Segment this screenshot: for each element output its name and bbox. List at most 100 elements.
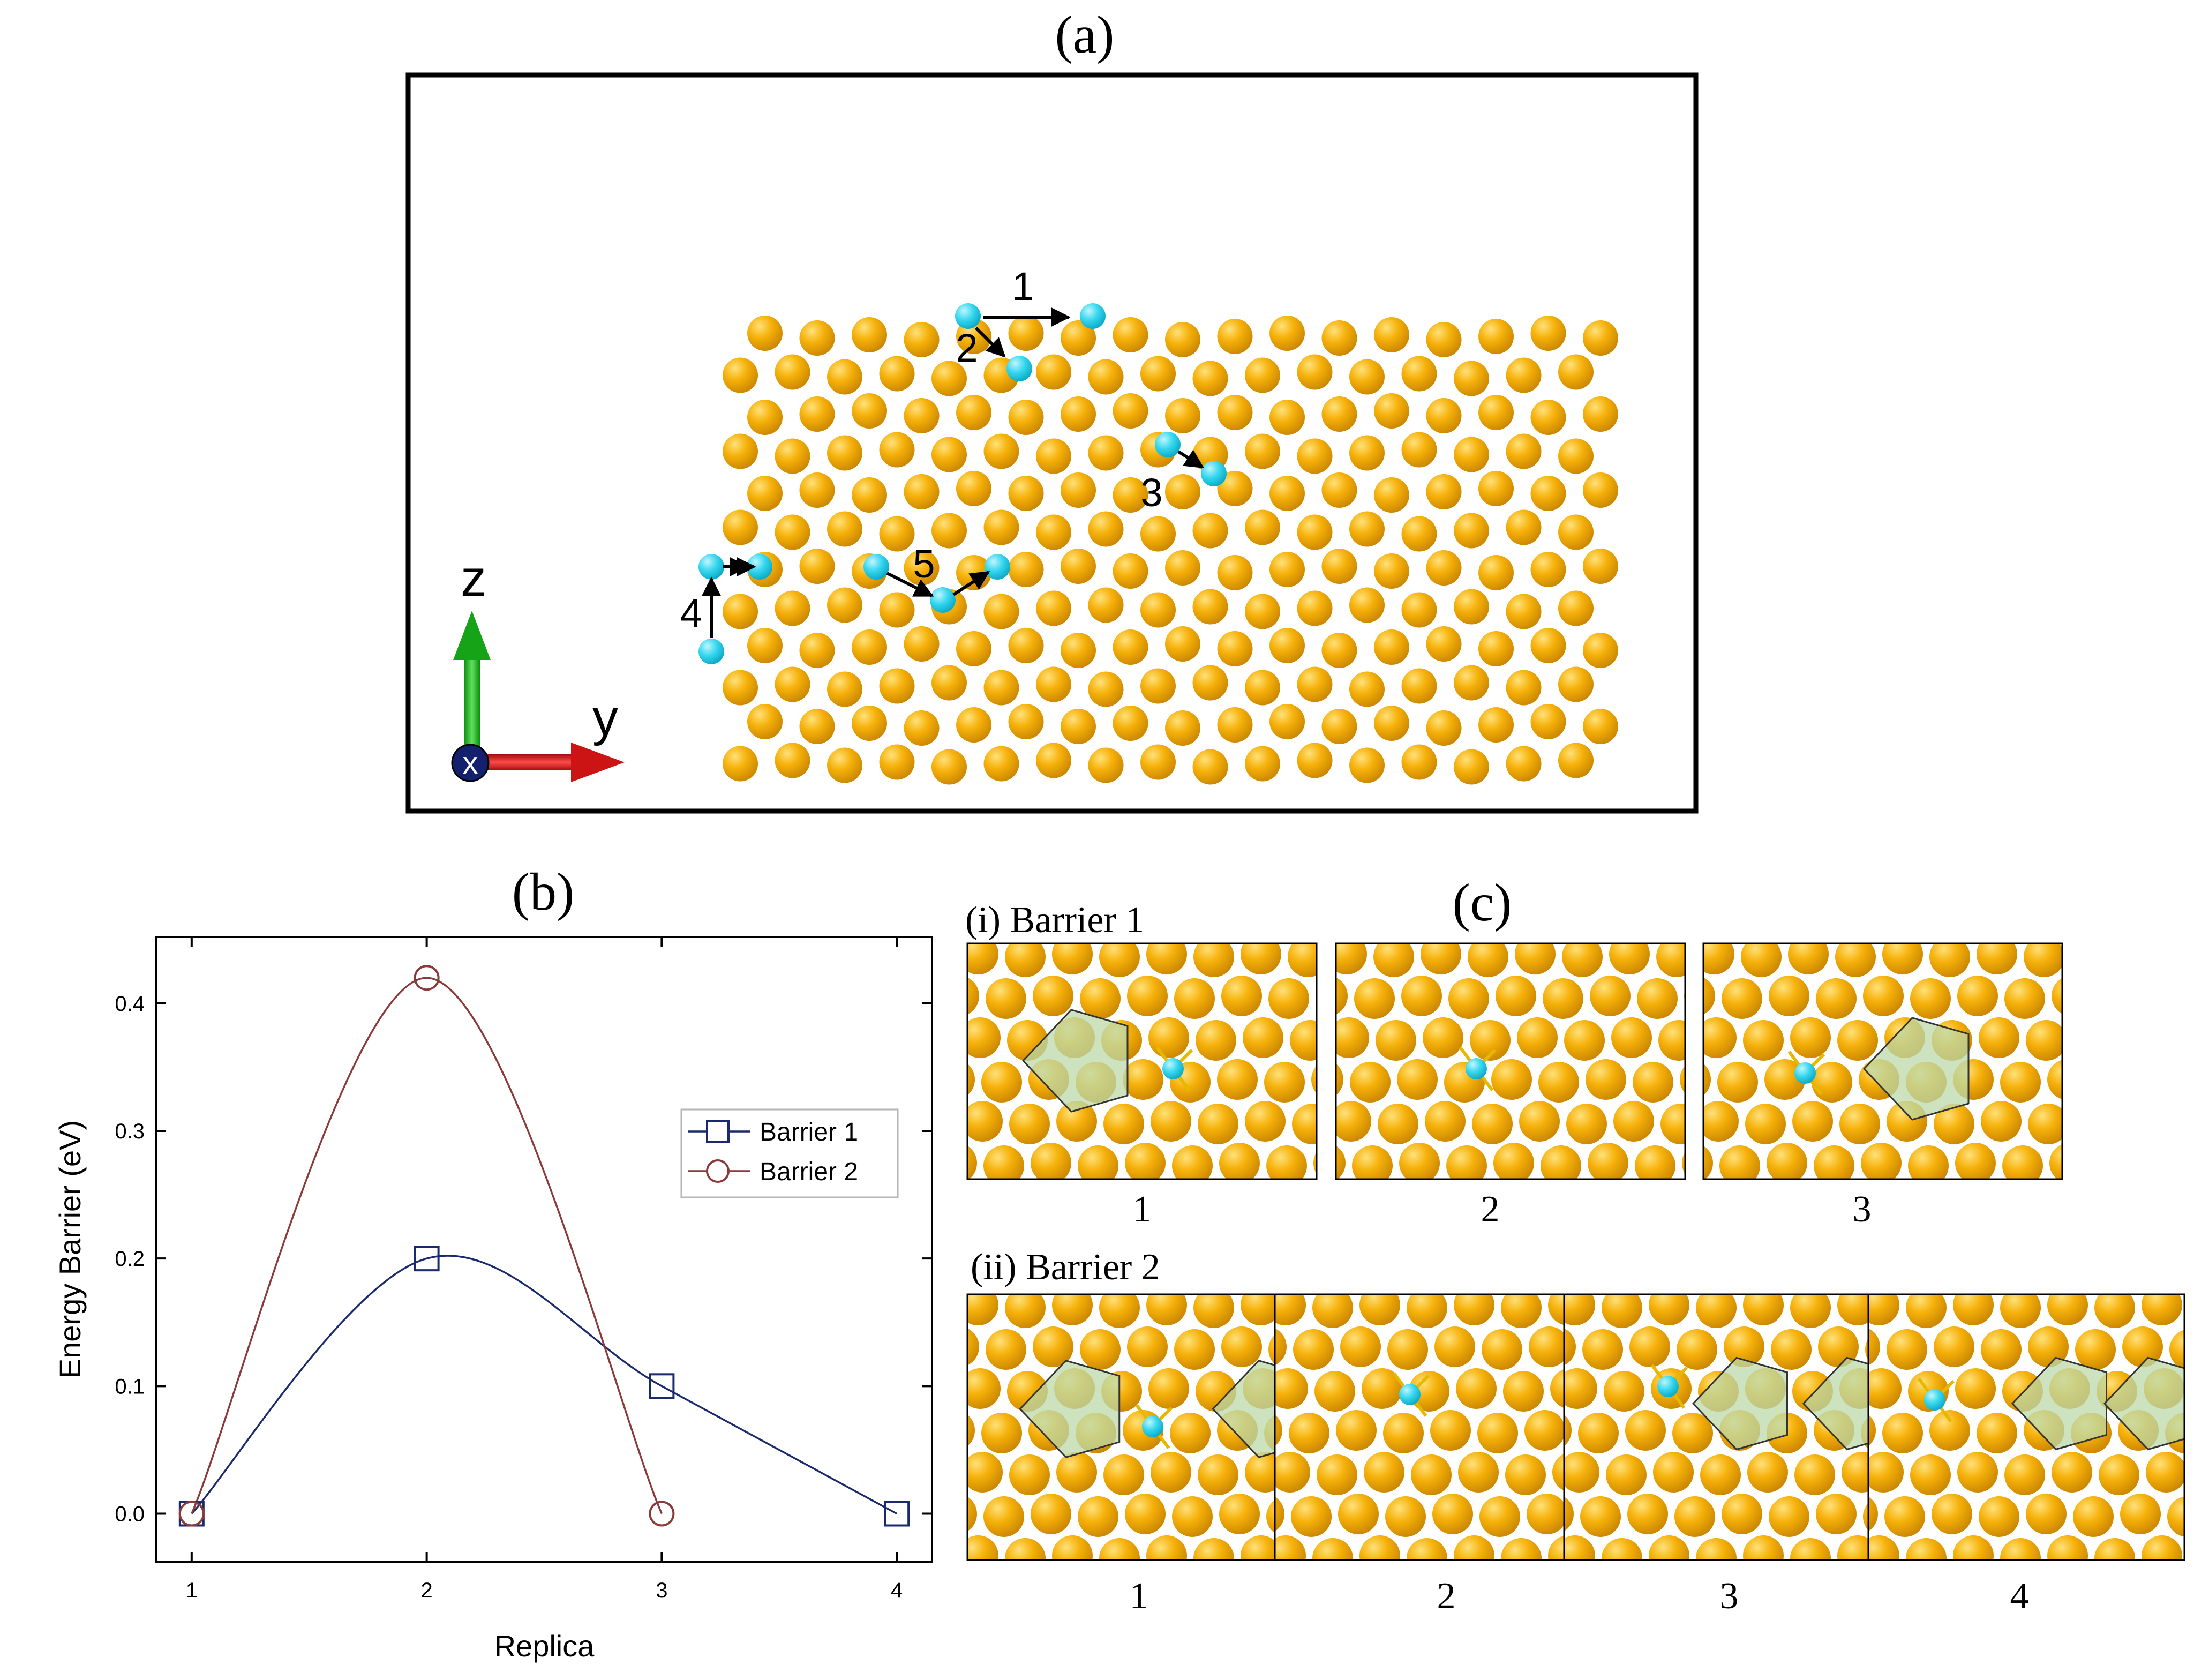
b1-frame-3-atom-43 [1812, 1062, 1852, 1102]
b2-frame-2-atom-33 [1503, 1371, 1544, 1412]
legend-marker-0 [706, 1120, 730, 1143]
path-label-3: 3 [1140, 470, 1162, 515]
b1-frame-3-atom-54 [1839, 1104, 1880, 1144]
b1-frame-1-atom-67 [1266, 1145, 1307, 1179]
b2-frame-label-1: 1 [1130, 1576, 1148, 1617]
b2-frame-2-atom-68 [1454, 1535, 1494, 1560]
gold-atom-172 [852, 706, 887, 741]
b2-frame-4-atom-78 [2122, 1577, 2163, 1618]
b2-frame-4 [1831, 1243, 2185, 1618]
b2-frame-4-atom-4 [2026, 1243, 2067, 1284]
gold-atom-54 [879, 432, 915, 468]
b1-frame-2-atom-58 [1660, 1104, 1685, 1144]
b2-frame-2-atom-49 [1411, 1454, 1452, 1495]
x-tick-label-3: 3 [656, 1579, 667, 1602]
b1-frame-1-atom-20 [967, 977, 979, 1015]
b2-frame-2-atom-47 [1317, 1454, 1357, 1495]
b2-frame-4-atom-21 [1981, 1329, 2022, 1370]
gold-atom-78 [1269, 476, 1305, 511]
b2-frame-1-atom-10 [967, 1294, 998, 1325]
b2-frame-2-atom-79 [1576, 1580, 1617, 1621]
b2-frame-4-atom-55 [1884, 1496, 1925, 1537]
b2-frame-1-atom-45 [915, 1454, 956, 1495]
b1-frame-2-atom-33 [1423, 1017, 1463, 1058]
b1-frame-1-border [966, 942, 1318, 1180]
gold-atom-108 [1061, 549, 1096, 584]
b1-frame-3-atom-32 [1743, 1020, 1784, 1061]
b2-frame-4-atom-0 [1831, 1243, 1872, 1284]
b1-frame-1-atom-53 [1056, 1101, 1097, 1142]
b2-frame-4-atom-68 [2047, 1535, 2088, 1560]
gold-atom-62 [1297, 438, 1333, 474]
gold-atom-49 [1530, 400, 1566, 435]
b2-frame-2-atom-64 [1275, 1535, 1306, 1560]
gold-atom-2 [852, 317, 887, 352]
b2-frame-3-atom-80 [1912, 1577, 1953, 1618]
adatom-0 [955, 303, 981, 329]
b2-frame-4-atom-23 [2075, 1329, 2116, 1370]
b2-frame-3-atom-10 [1564, 1294, 1595, 1325]
b2-frame-4-atom-47 [1910, 1454, 1951, 1495]
b2-frame-2-atom-16 [1548, 1294, 1564, 1325]
gold-atom-74 [1061, 472, 1096, 508]
b1-frame-2-atom-26 [1590, 976, 1631, 1016]
gold-atom-139 [904, 626, 940, 662]
gold-atom-23 [1036, 354, 1071, 390]
gold-atom-148 [1374, 629, 1409, 665]
b2-frame-1-atom-8 [1313, 1243, 1354, 1284]
b1-frame-2-atom-0 [1298, 892, 1339, 933]
gold-atom-170 [747, 704, 783, 739]
gold-atom-165 [1349, 671, 1385, 707]
b1-frame-3-atom-11 [1703, 943, 1734, 974]
b1-frame-3-atom-69 [2097, 1145, 2137, 1186]
b1-frame-1-atom-56 [1198, 1104, 1238, 1144]
b2-frame-2-atom-70 [1548, 1535, 1564, 1560]
b2-frame-2-atom-5 [1479, 1246, 1520, 1286]
gold-atom-67 [1558, 438, 1594, 474]
b2-frame-2-atom-6 [1527, 1243, 1567, 1284]
gold-atom-20 [879, 356, 915, 392]
y-tick-label-1: 0.1 [115, 1375, 145, 1398]
b1-frame-3-atom-29 [2099, 978, 2139, 1019]
b2-frame-2-atom-78 [1529, 1577, 1569, 1618]
b2-frame-2-atom-40 [1430, 1410, 1471, 1451]
b1-frame-2-atom-1 [1346, 889, 1386, 930]
b2-frame-2-atom-19 [1293, 1329, 1334, 1370]
b1-frame-2-atom-51 [1336, 1101, 1371, 1142]
b2-frame-2-atom-13 [1407, 1294, 1447, 1328]
gold-atom-29 [1349, 359, 1385, 395]
b1-frame-2-atom-53 [1425, 1101, 1466, 1142]
gold-atom-13 [1426, 322, 1462, 357]
frame-labels: 1 2 3 1 2 3 4 [1130, 1189, 2029, 1617]
b2-frame-2-atom-77 [1482, 1580, 1522, 1621]
b2-frame-3-atom-58 [1722, 1494, 1762, 1534]
adatom-4 [1201, 461, 1227, 486]
b2-frame-2-atom-41 [1477, 1413, 1518, 1453]
chart-ticks: 1 2 3 4 0.0 0.1 0.2 0.3 0.4 [115, 937, 932, 1602]
b1-frame-2-atom-5 [1541, 895, 1581, 935]
b2-frame-1-atom-15 [1193, 1294, 1234, 1328]
b2-frame-4-atom-12 [1953, 1294, 1994, 1325]
b1-frame-3-atom-37 [1979, 1017, 2019, 1058]
b2-frame-3-atom-4 [1722, 1243, 1762, 1284]
b1-frame-2-atom-22 [1401, 976, 1442, 1016]
b1-frame-1-atom-64 [1125, 1143, 1166, 1179]
gold-atom-142 [1061, 633, 1096, 668]
series-0-point-2 [649, 1373, 675, 1399]
gold-atom-111 [1217, 555, 1253, 590]
b2-frame-1-atom-75 [1080, 1580, 1121, 1621]
b2-frame-4-atom-46 [1868, 1452, 1904, 1492]
b2-frame-3-atom-11 [1602, 1294, 1642, 1328]
b2-frame-2-atom-42 [1524, 1410, 1564, 1451]
b2-frame-2-atom-36 [1275, 1414, 1282, 1446]
gold-atom-8 [1165, 322, 1200, 357]
legend-marker-1 [706, 1159, 730, 1183]
gold-atom-65 [1454, 437, 1489, 472]
b2-frame-3-atom-22 [1724, 1326, 1764, 1367]
gold-atom-17 [723, 357, 758, 393]
b1-frame-2-atom-36 [1564, 1020, 1605, 1061]
b2-frame-3-atom-51 [1794, 1454, 1835, 1495]
b2-frame-2-atom-66 [1359, 1535, 1400, 1560]
b2-frame-4-atom-66 [1953, 1535, 1994, 1560]
b1-frame-3-atom-65 [1908, 1145, 1949, 1179]
